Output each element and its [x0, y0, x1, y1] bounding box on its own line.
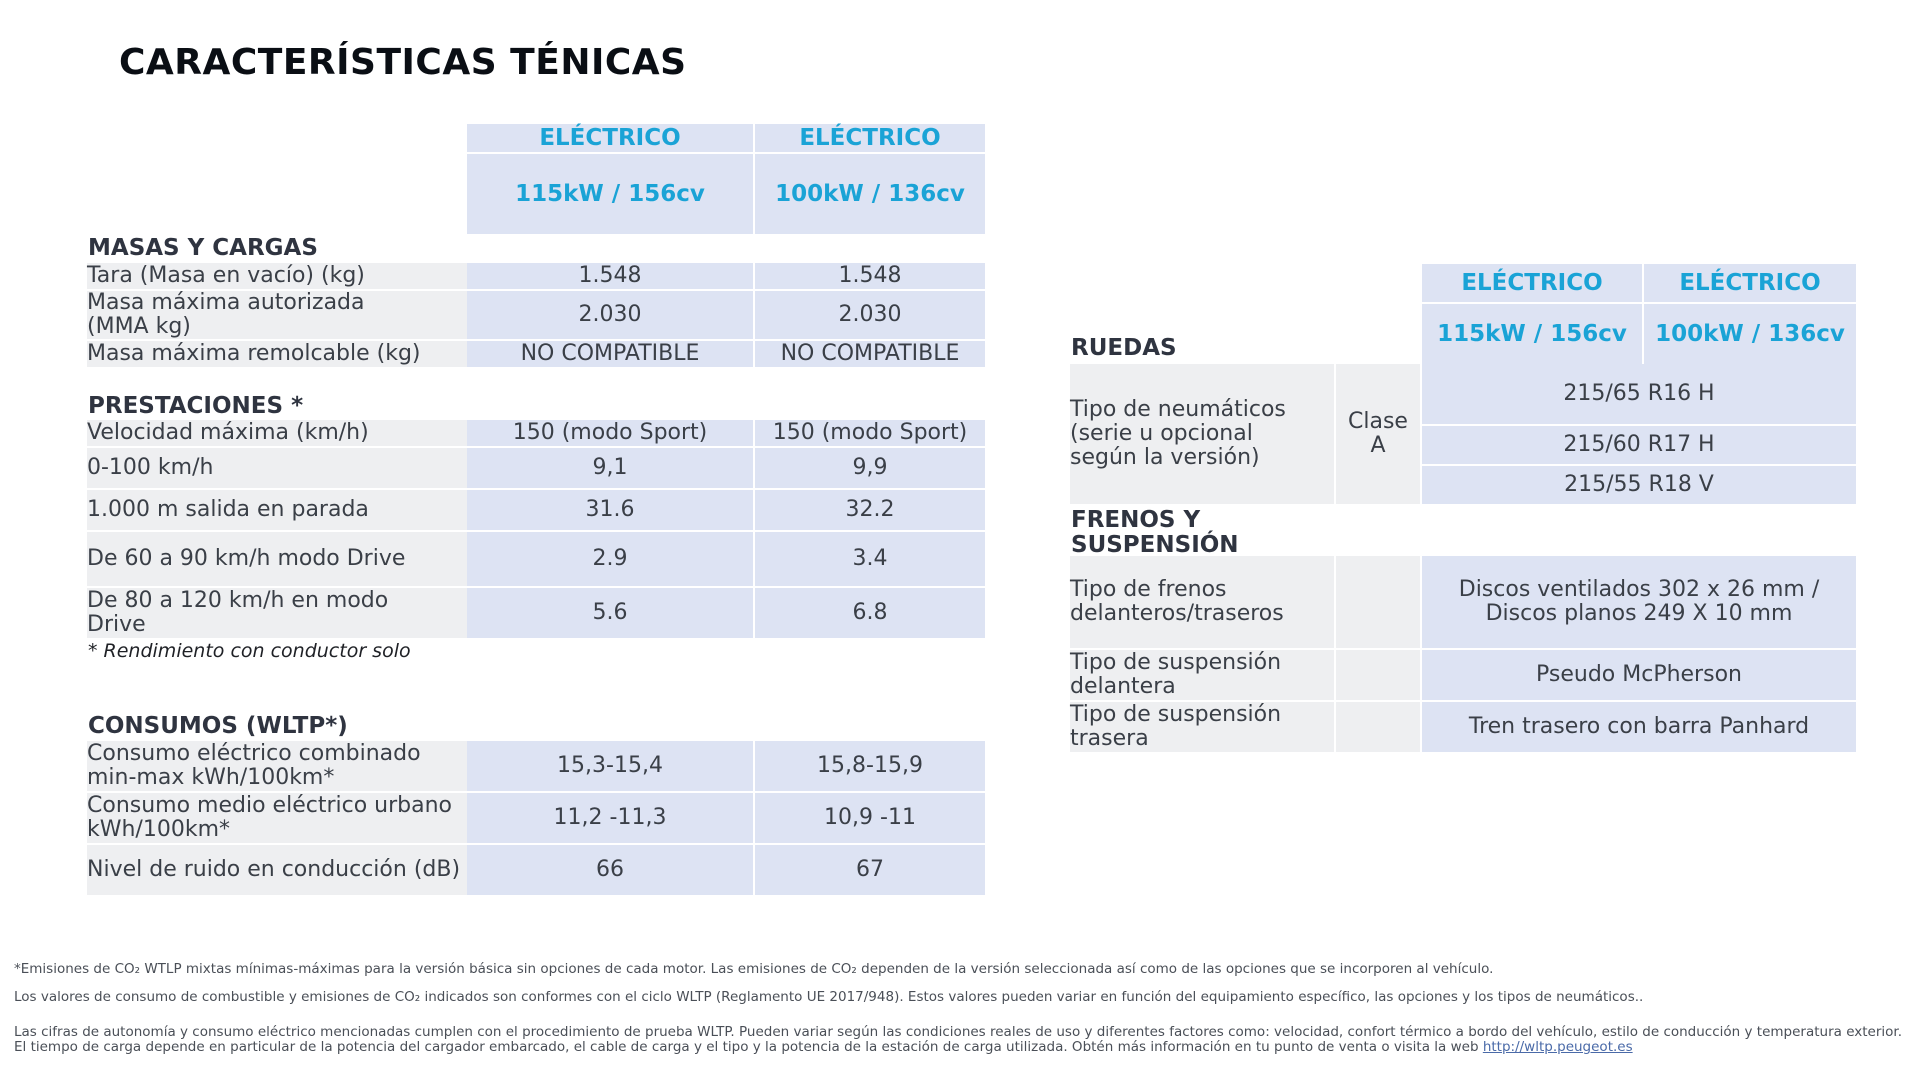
- column-header-power-1: 115kW / 156cv: [467, 154, 753, 234]
- tyre-size: 215/60 R17 H: [1422, 426, 1856, 464]
- column-header-power-2: 100kW / 136cv: [755, 154, 985, 234]
- table-row-label: Masa máxima autorizada (MMA kg): [87, 291, 417, 339]
- wltp-link[interactable]: http://wltp.peugeot.es: [1482, 1039, 1633, 1055]
- table-cell: NO COMPATIBLE: [467, 341, 753, 367]
- table-cell: 9,1: [467, 448, 753, 488]
- label-filler: [417, 588, 467, 638]
- table-row-label: Tipo de frenos delanteros/traseros: [1070, 556, 1334, 648]
- section-heading-consumos: CONSUMOS (WLTP*): [88, 713, 348, 739]
- table-cell: 15,3-15,4: [467, 741, 753, 791]
- right-column-header-power-2: 100kW / 136cv: [1644, 304, 1856, 364]
- label-filler: [1336, 556, 1420, 648]
- table-cell: 5.6: [467, 588, 753, 638]
- table-cell: 11,2 -11,3: [467, 793, 753, 843]
- right-column-header-power-1: 115kW / 156cv: [1422, 304, 1642, 364]
- table-row-label: 0-100 km/h: [87, 448, 467, 488]
- footnote-emissions: *Emisiones de CO₂ WTLP mixtas mínimas-má…: [14, 961, 1494, 977]
- table-cell: Tren trasero con barra Panhard: [1422, 702, 1856, 752]
- table-row-label: Tipo de suspensión delantera: [1070, 650, 1334, 700]
- section-heading-frenos: FRENOS Y SUSPENSIÓN: [1071, 507, 1239, 558]
- table-cell: 2.030: [755, 291, 985, 339]
- table-cell: Discos ventilados 302 x 26 mm / Discos p…: [1422, 556, 1856, 648]
- label-filler: [417, 291, 467, 339]
- right-column-header-type-2: ELÉCTRICO: [1644, 264, 1856, 302]
- column-header-type-1: ELÉCTRICO: [467, 124, 753, 152]
- page-title: CARACTERÍSTICAS TÉNICAS: [119, 42, 687, 83]
- section-heading-prestaciones: PRESTACIONES *: [88, 393, 304, 419]
- table-cell: Pseudo McPherson: [1422, 650, 1856, 700]
- table-cell: 1.548: [467, 263, 753, 289]
- tyres-label: Tipo de neumáticos (serie u opcional seg…: [1070, 364, 1334, 504]
- table-cell: 31.6: [467, 490, 753, 530]
- table-cell: 10,9 -11: [755, 793, 985, 843]
- footnote-autonomy-text: Las cifras de autonomía y consumo eléctr…: [14, 1024, 1903, 1055]
- table-cell: 2.9: [467, 532, 753, 586]
- table-cell: 1.548: [755, 263, 985, 289]
- table-cell: 15,8-15,9: [755, 741, 985, 791]
- table-cell: 150 (modo Sport): [755, 420, 985, 446]
- table-cell: 6.8: [755, 588, 985, 638]
- table-row-label: De 60 a 90 km/h modo Drive: [87, 532, 467, 586]
- tyre-size: 215/55 R18 V: [1422, 466, 1856, 504]
- section-heading-ruedas: RUEDAS: [1071, 335, 1177, 361]
- table-cell: NO COMPATIBLE: [755, 341, 985, 367]
- tyre-size: 215/65 R16 H: [1422, 364, 1856, 424]
- table-cell: 3.4: [755, 532, 985, 586]
- table-row-label: Consumo medio eléctrico urbano kWh/100km…: [87, 793, 467, 843]
- footnote-wltp: Los valores de consumo de combustible y …: [14, 989, 1644, 1005]
- table-cell: 32.2: [755, 490, 985, 530]
- table-row-label: Masa máxima remolcable (kg): [87, 341, 467, 367]
- table-cell: 150 (modo Sport): [467, 420, 753, 446]
- table-row-label: De 80 a 120 km/h en modo Drive: [87, 588, 417, 638]
- label-filler: [1336, 702, 1420, 752]
- tyres-class: Clase A: [1336, 364, 1420, 504]
- table-row-label: Nivel de ruido en conducción (dB): [87, 845, 467, 895]
- performance-note: * Rendimiento con conductor solo: [88, 640, 411, 662]
- table-row-label: Tipo de suspensión trasera: [1070, 702, 1334, 752]
- table-cell: 67: [755, 845, 985, 895]
- table-cell: 9,9: [755, 448, 985, 488]
- column-header-type-2: ELÉCTRICO: [755, 124, 985, 152]
- table-row-label: Tara (Masa en vacío) (kg): [87, 263, 467, 289]
- table-row-label: Velocidad máxima (km/h): [87, 420, 467, 446]
- table-row-label: 1.000 m salida en parada: [87, 490, 467, 530]
- label-filler: [1336, 650, 1420, 700]
- footnote-autonomy: Las cifras de autonomía y consumo eléctr…: [14, 1025, 1914, 1055]
- table-cell: 2.030: [467, 291, 753, 339]
- table-cell: 66: [467, 845, 753, 895]
- right-column-header-type-1: ELÉCTRICO: [1422, 264, 1642, 302]
- section-heading-masas: MASAS Y CARGAS: [88, 235, 318, 261]
- table-row-label: Consumo eléctrico combinado min-max kWh/…: [87, 741, 467, 791]
